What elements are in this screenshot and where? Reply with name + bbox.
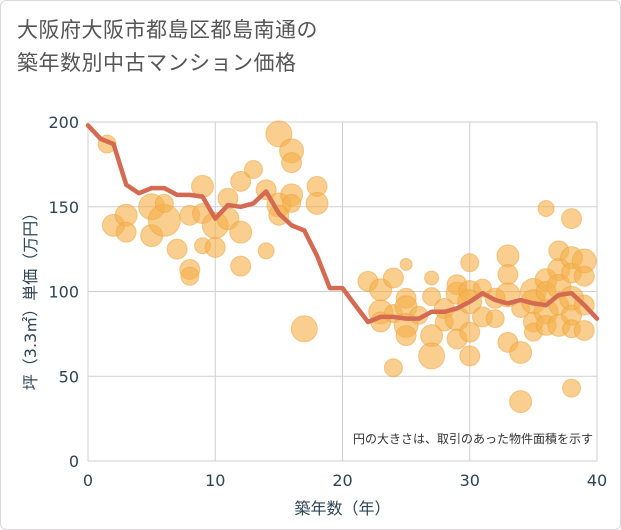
chart-title-line-2: 築年数別中古マンション価格 <box>17 51 297 75</box>
x-tick-label: 0 <box>83 471 93 490</box>
bubble-point <box>230 170 252 192</box>
chart-title-line-1: 大阪府大阪市都島区都島南通の <box>17 18 318 42</box>
bubble-point <box>383 358 403 378</box>
bubble-point <box>422 287 442 307</box>
tick-labels: 0 10 20 30 40 0 50 100 150 200 <box>48 113 607 490</box>
bubble-point <box>418 342 446 370</box>
bubble-point <box>180 266 200 286</box>
average-price-line <box>85 123 600 325</box>
y-axis-title: 坪（3.3㎡）単価（万円） <box>21 205 40 390</box>
bubble-point <box>497 264 519 286</box>
bubble-point <box>281 152 303 174</box>
bubble-point <box>562 378 582 398</box>
bubble-point <box>204 236 226 258</box>
bubble-point <box>154 193 174 213</box>
size-annotation: 円の大きさは、取引のあった物件面積を示す <box>353 431 593 446</box>
bubble-point <box>305 191 329 215</box>
y-tick-label: 50 <box>59 367 79 386</box>
y-tick-label: 200 <box>48 113 79 132</box>
average-line-layer <box>85 123 600 325</box>
bubble-point <box>509 341 533 365</box>
bubble-point <box>573 319 595 341</box>
chart-title: 大阪府大阪市都島区都島南通の 築年数別中古マンション価格 <box>17 14 318 80</box>
bubble-layer <box>97 120 597 414</box>
bubble-point <box>166 238 188 260</box>
x-tick-label: 10 <box>205 471 225 490</box>
bubble-point <box>573 265 595 287</box>
bubble-point <box>485 309 505 329</box>
bubble-point <box>257 242 275 260</box>
y-tick-label: 150 <box>48 198 79 217</box>
bubble-point <box>459 345 481 367</box>
bubble-point <box>399 257 413 271</box>
x-axis-title: 築年数（年） <box>294 499 390 518</box>
bubble-point <box>115 221 137 243</box>
bubble-point <box>459 321 481 343</box>
bubble-point <box>561 208 583 230</box>
y-tick-label: 0 <box>69 452 79 471</box>
bubble-point <box>537 199 555 217</box>
bubble-point <box>496 244 520 268</box>
bubble-point <box>282 193 302 213</box>
y-tick-label: 100 <box>48 283 79 302</box>
bubble-point <box>460 253 480 273</box>
bubble-point <box>290 315 318 343</box>
bubble-point <box>229 220 253 244</box>
bubble-point <box>424 270 440 286</box>
x-tick-label: 20 <box>332 471 352 490</box>
bubble-point <box>509 390 533 414</box>
bubble-point <box>382 267 404 289</box>
bubble-point <box>230 255 252 277</box>
x-tick-label: 40 <box>587 471 607 490</box>
bubble-point <box>395 325 417 347</box>
bubble-point <box>243 159 263 179</box>
x-tick-label: 30 <box>460 471 480 490</box>
